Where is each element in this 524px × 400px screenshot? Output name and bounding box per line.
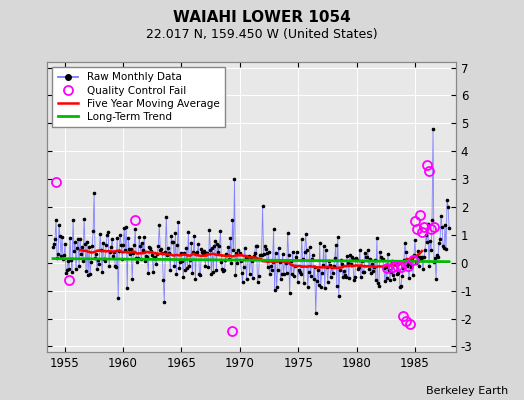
- Legend: Raw Monthly Data, Quality Control Fail, Five Year Moving Average, Long-Term Tren: Raw Monthly Data, Quality Control Fail, …: [52, 67, 225, 127]
- Text: WAIAHI LOWER 1054: WAIAHI LOWER 1054: [173, 10, 351, 25]
- Text: 22.017 N, 159.450 W (United States): 22.017 N, 159.450 W (United States): [146, 28, 378, 41]
- Text: Berkeley Earth: Berkeley Earth: [426, 386, 508, 396]
